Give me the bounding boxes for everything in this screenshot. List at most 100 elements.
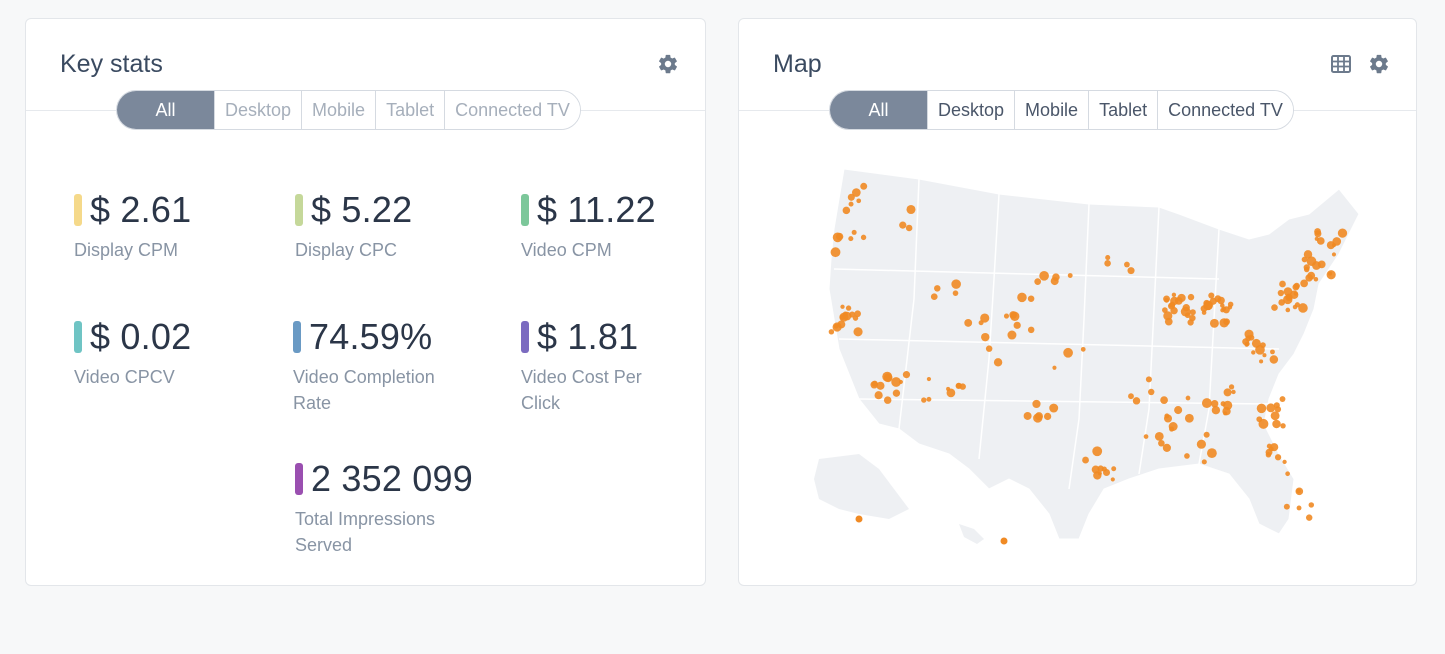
location-dot: [930, 293, 938, 301]
location-dot: [1184, 413, 1194, 423]
location-dot: [1184, 453, 1190, 459]
location-dot: [1067, 273, 1073, 278]
location-dot: [840, 304, 845, 309]
tab-tablet[interactable]: Tablet: [375, 91, 445, 129]
location-dot: [1277, 289, 1285, 297]
location-dot: [1187, 293, 1195, 301]
location-dot: [1104, 260, 1111, 267]
tab-all[interactable]: All: [117, 91, 214, 129]
location-dot: [1300, 279, 1308, 288]
location-dot: [1211, 406, 1221, 415]
location-dot: [1262, 353, 1267, 358]
us-map[interactable]: [799, 159, 1379, 559]
stat-label: Display CPM: [74, 240, 179, 260]
location-dot: [934, 285, 941, 292]
location-dot: [1298, 303, 1308, 313]
tab-all[interactable]: All: [830, 91, 927, 129]
location-dot: [1158, 439, 1165, 447]
location-dot: [1292, 304, 1298, 310]
location-dot: [883, 373, 893, 383]
location-dot: [1282, 459, 1287, 464]
location-dot: [1251, 338, 1261, 348]
location-dot: [1308, 502, 1315, 508]
location-dot: [847, 193, 855, 201]
location-dot: [845, 305, 852, 311]
tab-connected-tv[interactable]: Connected TV: [1157, 91, 1293, 129]
location-dot: [1082, 456, 1089, 464]
location-dot: [1052, 365, 1057, 370]
location-dot: [1278, 299, 1285, 306]
location-dot: [1128, 393, 1134, 400]
tab-mobile[interactable]: Mobile: [1014, 91, 1089, 129]
location-dot: [906, 204, 916, 215]
tab-desktop[interactable]: Desktop: [214, 91, 302, 129]
location-dot: [1017, 292, 1027, 303]
location-dot: [1148, 388, 1155, 396]
stat-display-cpm: $ 2.61 Display CPM: [74, 189, 274, 263]
location-dot: [836, 232, 844, 241]
location-dot: [1293, 291, 1298, 296]
location-dot: [1164, 414, 1173, 423]
location-dot: [1032, 399, 1041, 409]
location-dot: [1314, 230, 1322, 238]
location-dot: [1280, 423, 1286, 429]
location-dot: [1003, 313, 1010, 319]
location-dot: [899, 221, 907, 229]
stat-value: 2 352 099: [311, 458, 473, 499]
location-dot: [1027, 326, 1035, 334]
location-dot: [1283, 287, 1293, 296]
location-dot: [1209, 297, 1217, 305]
location-dot: [1270, 411, 1280, 421]
tab-mobile[interactable]: Mobile: [301, 91, 376, 129]
location-dot: [1305, 514, 1313, 521]
location-dot: [1296, 488, 1301, 494]
gear-icon[interactable]: [657, 53, 679, 75]
location-dot: [1124, 261, 1130, 268]
location-dot: [853, 327, 863, 337]
stat-video-cpcv: $ 0.02 Video CPCV: [74, 316, 274, 390]
location-dot: [1313, 276, 1319, 282]
map-panel: Map All Desktop Mobile Tablet Connected …: [738, 18, 1417, 586]
location-dot: [959, 383, 966, 390]
location-dot: [1200, 305, 1208, 312]
location-dot: [1162, 307, 1168, 313]
stat-color-bar: [295, 194, 303, 226]
location-dot: [1196, 439, 1206, 449]
location-dot: [1145, 376, 1152, 383]
location-dot: [860, 234, 867, 241]
location-dot: [952, 290, 959, 296]
location-dot: [1296, 505, 1302, 511]
tab-tablet[interactable]: Tablet: [1088, 91, 1158, 129]
key-stats-title: Key stats: [60, 50, 163, 78]
table-view-icon[interactable]: [1330, 53, 1352, 75]
location-dot: [1164, 317, 1173, 326]
location-dot: [1170, 306, 1178, 315]
location-dot: [1201, 398, 1212, 409]
location-dot: [876, 381, 885, 390]
location-dot: [926, 376, 932, 382]
location-dot: [1203, 299, 1210, 307]
tab-desktop[interactable]: Desktop: [927, 91, 1015, 129]
location-dot: [1270, 349, 1275, 355]
gear-icon[interactable]: [1368, 53, 1390, 75]
location-dot: [856, 198, 862, 204]
location-dot: [1209, 318, 1219, 328]
location-dot: [1307, 271, 1316, 280]
location-dot: [1174, 406, 1183, 415]
location-dot: [1080, 346, 1086, 352]
stat-label: Video CPM: [521, 240, 612, 260]
location-dot: [860, 182, 868, 190]
location-dot: [905, 224, 913, 232]
location-dot: [1223, 388, 1232, 397]
location-dot: [1251, 350, 1256, 355]
location-dot: [1143, 434, 1149, 439]
tab-connected-tv[interactable]: Connected TV: [444, 91, 580, 129]
location-dot: [1184, 312, 1191, 319]
alaska-land: [814, 454, 909, 519]
map-title: Map: [773, 50, 822, 78]
stat-video-completion-rate: 74.59% Video Completion Rate: [293, 316, 463, 416]
location-dot: [1337, 228, 1348, 238]
location-dot: [1303, 266, 1310, 273]
location-dot: [1169, 301, 1176, 308]
location-dot: [1050, 277, 1059, 286]
